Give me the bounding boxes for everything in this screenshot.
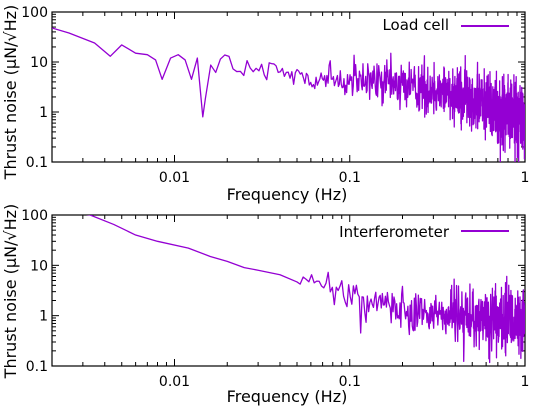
series-line-load-cell	[52, 27, 525, 162]
chart-panel-load-cell: Thrust noise (μN/√Hz) Frequency (Hz) Loa…	[1, 5, 529, 204]
legend: Load cell	[382, 16, 509, 34]
legend: Interferometer	[339, 223, 509, 241]
y-axis-label: Thrust noise (μN/√Hz)	[1, 5, 20, 181]
x-tick-label: 0.1	[339, 170, 361, 186]
y-axis-label: Thrust noise (μN/√Hz)	[1, 204, 20, 380]
x-axis-label: Frequency (Hz)	[227, 185, 348, 204]
y-tick-label: 1	[39, 105, 48, 121]
y-tick-label: 100	[21, 208, 48, 224]
y-tick-label: 10	[30, 55, 48, 71]
y-tick-label: 10	[30, 258, 48, 274]
plot-frame	[51, 214, 526, 367]
x-tick-label: 0.01	[159, 374, 190, 390]
x-tick-label: 0.01	[159, 170, 190, 186]
x-tick-label: 1	[521, 374, 530, 390]
legend-label: Interferometer	[339, 223, 450, 241]
x-axis-label: Frequency (Hz)	[227, 387, 348, 406]
y-tick-label: 100	[21, 5, 48, 21]
x-tick-label: 0.1	[339, 374, 361, 390]
x-tick-label: 1	[521, 170, 530, 186]
plot-frame	[51, 11, 526, 163]
y-tick-label: 0.1	[26, 155, 48, 171]
y-tick-label: 1	[39, 309, 48, 325]
series-line-interferometer	[85, 215, 525, 364]
legend-label: Load cell	[382, 16, 449, 34]
chart-panel-interferometer: Thrust noise (μN/√Hz) Frequency (Hz) Int…	[1, 204, 529, 406]
y-tick-label: 0.1	[26, 359, 48, 375]
